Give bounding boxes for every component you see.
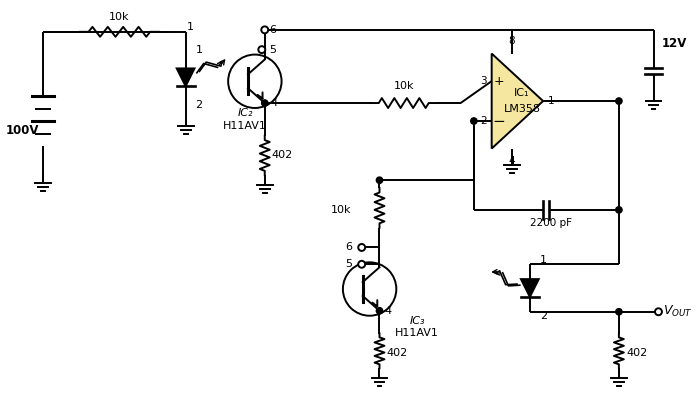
- Text: IC₂: IC₂: [237, 108, 253, 118]
- Text: 3: 3: [480, 76, 487, 86]
- Text: 5: 5: [345, 259, 352, 269]
- Text: 402: 402: [627, 348, 648, 358]
- Text: 6: 6: [270, 25, 277, 35]
- Text: 2200 pF: 2200 pF: [530, 218, 572, 228]
- Text: 10k: 10k: [109, 12, 129, 22]
- Circle shape: [261, 100, 268, 106]
- Circle shape: [376, 308, 382, 314]
- Text: V$_{OUT}$: V$_{OUT}$: [663, 304, 693, 319]
- Circle shape: [616, 207, 622, 213]
- Text: +: +: [493, 75, 504, 88]
- Text: 4: 4: [271, 98, 278, 108]
- Text: H11AV1: H11AV1: [395, 328, 439, 339]
- Text: IC₃: IC₃: [410, 316, 425, 326]
- Text: 2: 2: [540, 311, 547, 321]
- Circle shape: [358, 261, 365, 268]
- Circle shape: [376, 177, 382, 183]
- Text: −: −: [492, 114, 505, 129]
- Text: 1: 1: [196, 44, 203, 55]
- Text: 10k: 10k: [394, 81, 415, 91]
- Circle shape: [261, 26, 268, 33]
- Text: 1: 1: [548, 96, 555, 106]
- Circle shape: [616, 308, 622, 315]
- Text: 1: 1: [540, 255, 547, 265]
- Polygon shape: [521, 279, 539, 297]
- Text: 4: 4: [384, 306, 391, 316]
- Text: 2: 2: [196, 100, 203, 110]
- Circle shape: [616, 98, 622, 104]
- Text: 402: 402: [272, 150, 293, 160]
- Circle shape: [655, 308, 662, 315]
- Text: 10k: 10k: [331, 205, 352, 215]
- Text: 4: 4: [509, 156, 515, 166]
- Circle shape: [259, 46, 265, 53]
- Text: 8: 8: [509, 36, 515, 46]
- Polygon shape: [491, 54, 543, 148]
- Polygon shape: [177, 68, 194, 86]
- Text: 1: 1: [187, 22, 194, 32]
- Text: 5: 5: [268, 44, 275, 55]
- Circle shape: [470, 118, 477, 124]
- Text: 2: 2: [480, 116, 487, 126]
- Text: 402: 402: [387, 348, 408, 358]
- Text: LM358: LM358: [503, 104, 540, 114]
- Text: H11AV1: H11AV1: [223, 121, 267, 131]
- Text: 100V: 100V: [6, 124, 39, 137]
- Text: 6: 6: [345, 243, 352, 252]
- Circle shape: [358, 244, 365, 251]
- Text: 12V: 12V: [661, 37, 687, 50]
- Text: IC₁: IC₁: [514, 88, 530, 98]
